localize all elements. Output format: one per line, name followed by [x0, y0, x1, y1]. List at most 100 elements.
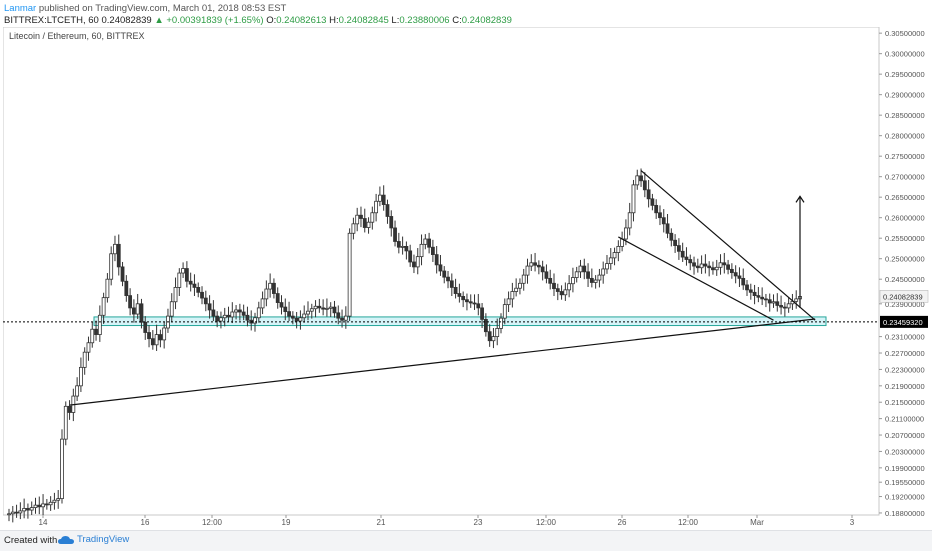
trendline[interactable]	[618, 236, 774, 321]
candle	[22, 498, 27, 519]
candle	[196, 282, 201, 298]
candle	[287, 301, 291, 322]
candle	[786, 297, 791, 313]
x-tick-label: 12:00	[678, 518, 699, 527]
candle	[362, 208, 367, 233]
candle	[313, 300, 318, 318]
candle	[510, 282, 515, 308]
up-arrow[interactable]	[795, 195, 805, 308]
candle	[571, 267, 575, 293]
candle	[131, 299, 136, 323]
y-tick-label: 0.29000000	[885, 91, 925, 100]
y-tick-label: 0.19900000	[885, 464, 925, 473]
candle	[237, 303, 242, 321]
candle	[366, 217, 371, 234]
candle	[767, 293, 772, 312]
candle	[574, 266, 579, 283]
candle	[552, 273, 556, 297]
candle	[408, 244, 413, 267]
y-tick-label: 0.20700000	[885, 431, 925, 440]
candle	[211, 300, 216, 322]
candle	[340, 309, 344, 328]
candle	[404, 241, 409, 260]
candle	[10, 505, 15, 523]
candle	[438, 255, 443, 276]
x-tick-label: 21	[377, 518, 386, 527]
candle	[729, 263, 734, 279]
candle	[105, 273, 110, 303]
candle	[586, 263, 590, 287]
candle	[381, 185, 386, 211]
ohlc-bar: BITTREX:LTCETH, 60 0.24082839 ▲ +0.00391…	[4, 14, 512, 27]
candle	[279, 295, 284, 315]
author-link[interactable]: Lanmar	[4, 3, 37, 14]
y-tick-label: 0.20300000	[885, 447, 925, 456]
tradingview-logo[interactable]: TradingView	[58, 534, 129, 545]
candle	[162, 321, 167, 349]
candle	[52, 492, 57, 510]
y-tick-label: 0.23100000	[885, 333, 925, 342]
candle	[268, 273, 273, 298]
open-label: O:	[266, 15, 277, 26]
candle	[737, 267, 742, 287]
candle	[143, 316, 148, 340]
low-value: 0.23880006	[399, 15, 450, 26]
candle	[56, 489, 61, 509]
marker-price-label: 0.23459320	[883, 318, 923, 327]
candle	[673, 234, 678, 253]
y-tick-label: 0.19550000	[885, 478, 925, 487]
candle	[597, 268, 602, 288]
trendline[interactable]	[69, 318, 816, 406]
cloud-icon	[58, 535, 74, 544]
candle	[181, 262, 185, 278]
price-chart[interactable]: Litecoin / Ethereum, 60, BITTREX 0.30500…	[2, 26, 929, 532]
candle	[714, 259, 719, 276]
x-tick-label: 16	[141, 518, 150, 527]
y-tick-label: 0.21500000	[885, 398, 925, 407]
candle	[635, 169, 640, 190]
candle	[775, 293, 780, 312]
candle	[128, 288, 133, 316]
candle	[283, 298, 288, 321]
candle	[502, 298, 507, 325]
candle	[385, 199, 390, 224]
candle	[722, 252, 727, 274]
y-tick-label: 0.28500000	[885, 111, 925, 120]
symbol-label: BITTREX:LTCETH, 60	[4, 15, 99, 26]
candle	[582, 258, 587, 280]
candle	[741, 268, 746, 290]
candle	[135, 293, 140, 319]
trendline[interactable]	[640, 170, 816, 321]
last-price-marker	[879, 290, 929, 303]
chart-area[interactable]: Litecoin / Ethereum, 60, BITTREX 0.30500…	[2, 26, 929, 532]
support-zone[interactable]	[93, 316, 827, 327]
candle	[733, 265, 738, 284]
candle	[760, 287, 765, 306]
candle	[434, 245, 439, 274]
candle	[616, 240, 621, 262]
candle	[544, 264, 549, 284]
candle	[234, 305, 238, 320]
candle	[328, 302, 333, 317]
candle	[67, 400, 72, 420]
candle	[294, 312, 299, 329]
candle	[703, 254, 708, 274]
candle	[48, 496, 53, 511]
candle	[465, 293, 469, 311]
candle	[518, 278, 522, 295]
candle	[483, 313, 488, 337]
last-price-label: 0.24082839	[883, 292, 923, 301]
candle	[219, 311, 223, 329]
candle	[177, 268, 182, 297]
candle	[646, 179, 651, 208]
candle	[430, 239, 435, 262]
candle	[506, 291, 511, 313]
y-tick-label: 0.19200000	[885, 493, 925, 502]
candle	[306, 301, 310, 321]
candle	[782, 302, 787, 317]
candle	[222, 307, 227, 327]
y-tick-label: 0.30500000	[885, 29, 925, 38]
candle	[548, 269, 553, 290]
candle	[200, 286, 204, 305]
candle	[495, 318, 500, 346]
